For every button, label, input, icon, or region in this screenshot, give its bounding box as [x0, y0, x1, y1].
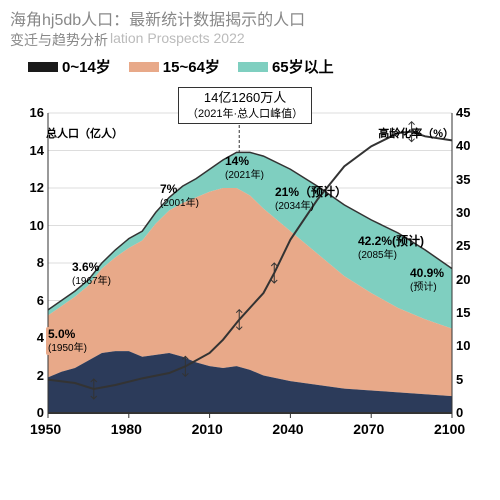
right-axis-label: 高龄化率（%） — [378, 125, 454, 141]
swatch-young — [28, 62, 58, 72]
ytick-right: 20 — [456, 272, 470, 287]
annot-2001: 7%(2001年) — [160, 183, 199, 209]
annot-1967: 3.6%(1967年) — [72, 261, 111, 287]
ytick-right: 30 — [456, 205, 470, 220]
ytick-right: 15 — [456, 305, 470, 320]
ytick-right: 0 — [456, 405, 463, 420]
legend-young: 0~14岁 — [28, 56, 111, 77]
chart: 14亿1260万人 （2021年·总人口峰值） 总人口（亿人） 高龄化率（%） … — [0, 83, 500, 463]
peak-box: 14亿1260万人 （2021年·总人口峰值） — [178, 87, 312, 124]
ytick-left: 0 — [37, 405, 44, 420]
xtick: 2070 — [353, 421, 384, 437]
ytick-right: 45 — [456, 105, 470, 120]
legend-young-label: 0~14岁 — [62, 56, 111, 77]
xtick: 1980 — [111, 421, 142, 437]
annot-2021: 14%(2021年) — [225, 155, 264, 181]
annot-2100: 40.9%(预计) — [410, 267, 444, 293]
xtick: 2040 — [272, 421, 303, 437]
legend-old: 65岁以上 — [238, 56, 334, 77]
ytick-left: 8 — [37, 255, 44, 270]
ytick-left: 6 — [37, 293, 44, 308]
ytick-left: 16 — [30, 105, 44, 120]
legend-work-label: 15~64岁 — [163, 56, 220, 77]
ytick-left: 12 — [30, 180, 44, 195]
title-line2b: lation Prospects 2022 — [110, 30, 245, 50]
ytick-right: 5 — [456, 372, 463, 387]
ytick-left: 2 — [37, 368, 44, 383]
ytick-left: 10 — [30, 218, 44, 233]
ytick-right: 10 — [456, 338, 470, 353]
legend-work: 15~64岁 — [129, 56, 220, 77]
swatch-work — [129, 62, 159, 72]
xtick: 2100 — [434, 421, 465, 437]
xtick: 1950 — [30, 421, 61, 437]
legend: 0~14岁 15~64岁 65岁以上 — [0, 52, 500, 83]
ytick-right: 25 — [456, 238, 470, 253]
ytick-left: 4 — [37, 330, 44, 345]
title-line1: 海角hj5db人口：最新统计数据揭示的人口 — [10, 6, 490, 30]
header: 海角hj5db人口：最新统计数据揭示的人口 变迁与趋势分析 lation Pro… — [0, 0, 500, 52]
ytick-right: 35 — [456, 172, 470, 187]
ytick-right: 40 — [456, 138, 470, 153]
left-axis-label: 总人口（亿人） — [46, 125, 123, 141]
xtick: 2010 — [192, 421, 223, 437]
annot-2085: 42.2%(预计)(2085年) — [358, 235, 424, 261]
title-line2a: 变迁与趋势分析 — [10, 30, 108, 50]
legend-old-label: 65岁以上 — [272, 56, 334, 77]
ytick-left: 14 — [30, 143, 44, 158]
annot-1950: 5.0%(1950年) — [46, 327, 89, 355]
swatch-old — [238, 62, 268, 72]
peak-l2: （2021年·总人口峰值） — [187, 107, 303, 121]
peak-l1: 14亿1260万人 — [187, 90, 303, 107]
annot-2034: 21%（预计）(2034年) — [275, 186, 347, 212]
